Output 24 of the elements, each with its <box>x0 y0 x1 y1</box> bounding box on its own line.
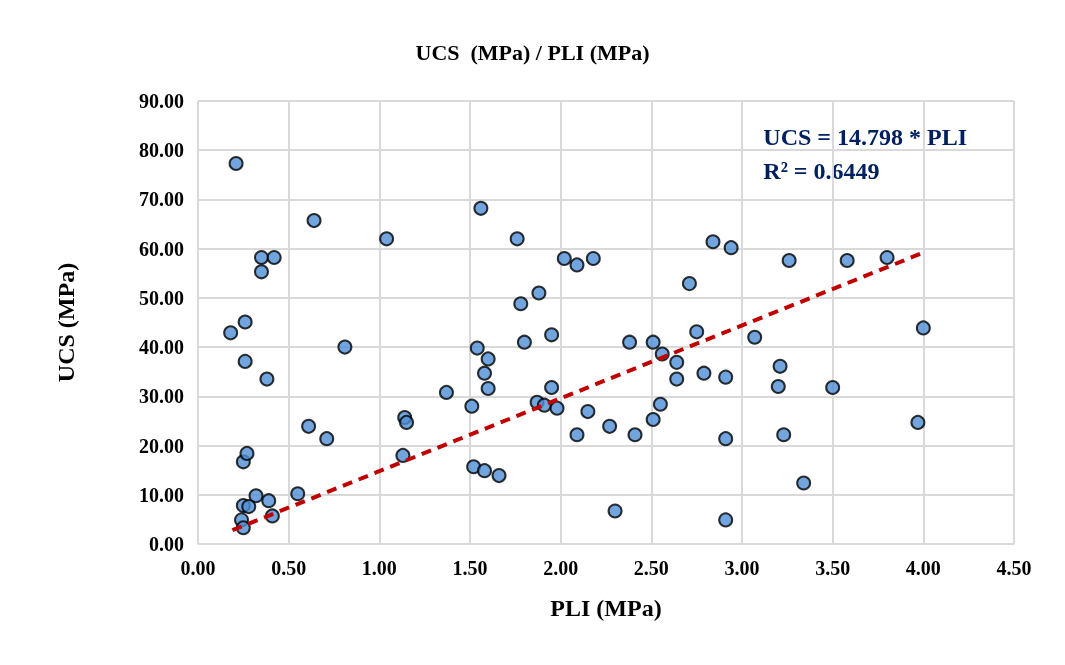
x-tick-label: 1.00 <box>361 557 397 579</box>
x-tick-label: 4.50 <box>996 557 1032 579</box>
x-tick-label: 1.50 <box>452 557 488 579</box>
chart-title: UCS (MPa) / PLI (MPa) <box>415 39 650 65</box>
y-tick-label: 30.00 <box>139 385 184 408</box>
x-tick-label: 4.00 <box>905 557 941 579</box>
x-tick-label: 3.50 <box>815 557 851 579</box>
y-axis-title: UCS (MPa) <box>53 262 79 383</box>
annotation: UCS = 14.798 * PLI R² = 0.6449 <box>763 124 968 184</box>
y-tick-label: 20.00 <box>139 434 184 457</box>
y-tick-label: 40.00 <box>139 336 184 359</box>
y-tick-label: 80.00 <box>139 139 184 162</box>
x-tick-label: 0.00 <box>180 557 216 579</box>
x-tick-label: 2.50 <box>633 557 669 579</box>
y-tick-label: 70.00 <box>139 188 184 211</box>
y-tick-label: 0.00 <box>149 533 184 555</box>
x-tick-label: 2.00 <box>543 557 579 579</box>
x-axis-title: PLI (MPa) <box>550 595 662 621</box>
y-tick-label: 60.00 <box>139 237 184 260</box>
x-tick-label: 0.50 <box>271 557 307 579</box>
y-tick-label: 50.00 <box>139 286 184 309</box>
y-tick-label: 10.00 <box>139 483 184 506</box>
y-tick-label: 90.00 <box>139 90 184 112</box>
x-tick-label: 3.00 <box>724 557 760 579</box>
